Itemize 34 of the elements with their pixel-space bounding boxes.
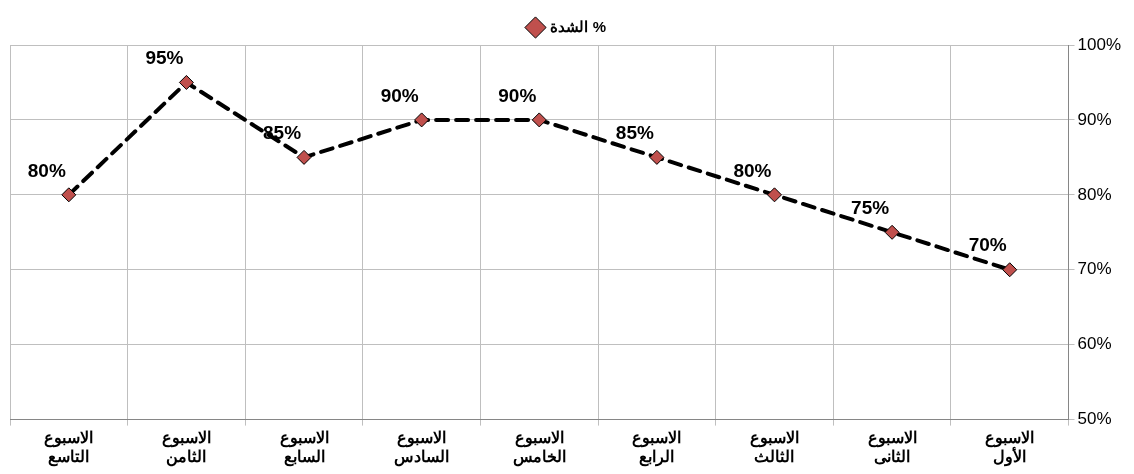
- legend-label: الشدة %: [550, 17, 607, 35]
- data-label: 80%: [27, 159, 66, 181]
- point: [884, 224, 900, 240]
- x-tick-label: الاسبوع التاسع: [44, 428, 94, 467]
- data-label: 75%: [851, 197, 890, 219]
- data-label: 95%: [145, 47, 184, 69]
- y-tick-label: 50%: [1077, 409, 1112, 429]
- x-tick-label: الاسبوع السادس: [394, 428, 450, 467]
- x-tick-label: الاسبوع الثالث: [749, 428, 799, 465]
- data-label: 90%: [498, 84, 537, 106]
- point: [61, 187, 77, 203]
- y-tick-label: 90%: [1077, 109, 1112, 129]
- x-tick-label: الاسبوع الرابع: [632, 428, 682, 467]
- x-tick-label: الاسبوع الثامن: [161, 428, 211, 467]
- point: [649, 149, 665, 165]
- data-label: 70%: [968, 234, 1007, 256]
- x-tick-label: الاسبوع الأول: [985, 428, 1035, 467]
- y-tick-label: 100%: [1077, 34, 1121, 54]
- y-tick-label: 60%: [1077, 334, 1112, 354]
- point: [531, 112, 547, 128]
- data-label: 85%: [615, 122, 654, 144]
- y-tick-label: 80%: [1077, 184, 1112, 204]
- data-label: 85%: [263, 122, 302, 144]
- y-tick-label: 70%: [1077, 259, 1112, 279]
- point: [766, 187, 782, 203]
- point: [296, 149, 312, 165]
- x-tick-label: الاسبوع الثانى: [867, 428, 917, 465]
- point: [178, 74, 194, 90]
- x-tick-label: الاسبوع الخامس: [512, 428, 566, 467]
- x-tick-label: الاسبوع السابع: [279, 428, 329, 467]
- point: [414, 112, 430, 128]
- data-label: 80%: [733, 159, 772, 181]
- data-label: 90%: [380, 84, 419, 106]
- point: [1002, 262, 1018, 278]
